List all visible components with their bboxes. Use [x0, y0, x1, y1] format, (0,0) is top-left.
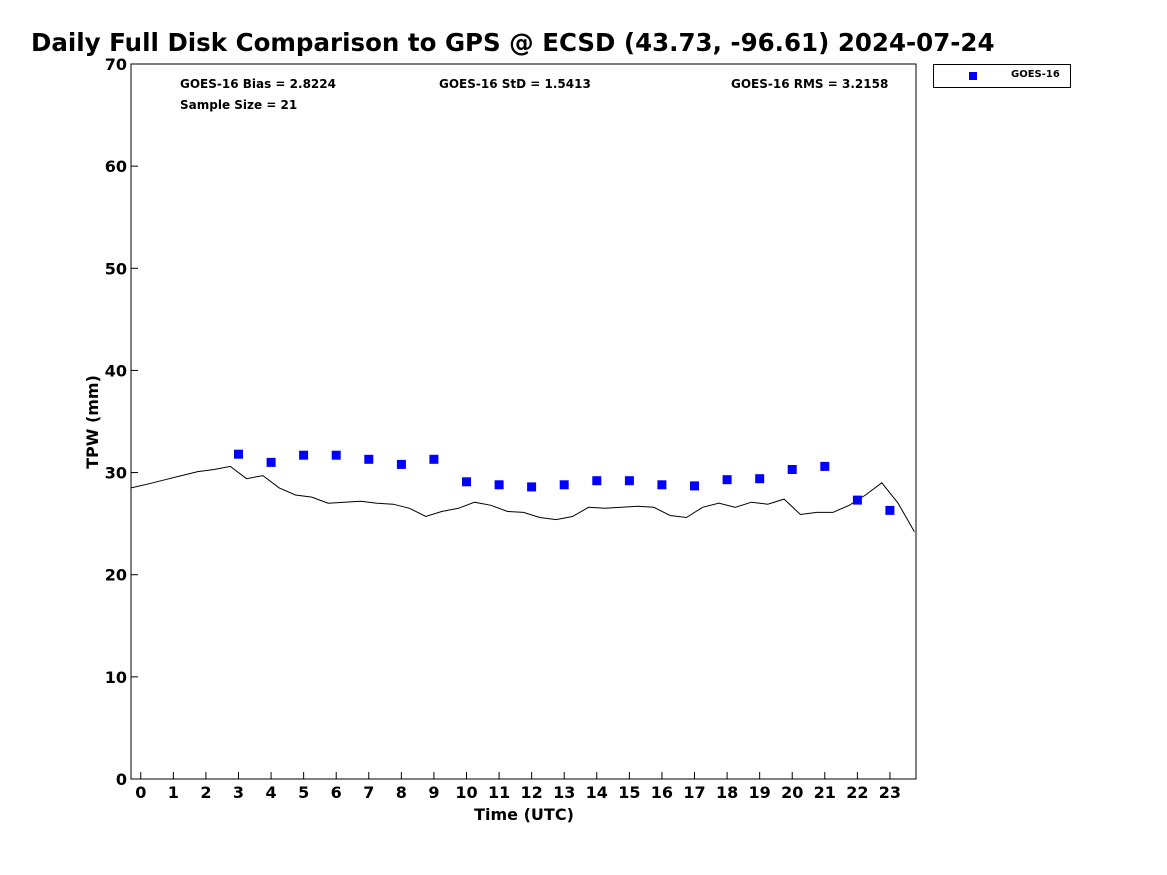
x-tick-label: 13: [553, 783, 575, 802]
gps-line-layer: [130, 465, 915, 533]
x-tick-label: 3: [233, 783, 244, 802]
x-tick-label: 11: [488, 783, 510, 802]
goes16-data-point: [364, 454, 374, 464]
goes16-data-point: [494, 480, 504, 490]
x-tick-label: 10: [455, 783, 477, 802]
goes16-data-point: [266, 457, 276, 467]
goes16-data-point: [462, 477, 471, 487]
x-tick-label: 23: [879, 783, 901, 802]
chart-title: Daily Full Disk Comparison to GPS @ ECSD…: [31, 28, 995, 57]
axes-frame: [130, 63, 917, 780]
goes16-data-point: [722, 475, 732, 485]
gps-series-line: [130, 465, 915, 533]
y-axis-label: TPW (mm): [83, 375, 102, 469]
x-tick-label: 2: [200, 783, 211, 802]
goes16-data-point: [429, 454, 439, 464]
goes16-data-point: [690, 481, 699, 491]
y-axis: 0 10 20 30 40 50 60 70: [105, 55, 138, 789]
x-tick-label: 15: [618, 783, 640, 802]
y-tick-label: 20: [105, 566, 127, 585]
goes16-data-point: [559, 480, 569, 490]
x-tick-label: 16: [651, 783, 673, 802]
goes16-data-point: [852, 495, 862, 505]
x-tick-label: 1: [168, 783, 179, 802]
x-tick-label: 21: [814, 783, 836, 802]
legend: GOES-16: [933, 64, 1071, 88]
goes16-data-point: [396, 459, 406, 469]
goes16-data-point: [820, 461, 830, 471]
goes16-data-point: [592, 476, 602, 486]
legend-label: GOES-16: [1011, 69, 1060, 80]
x-tick-label: 6: [331, 783, 342, 802]
x-tick-label: 4: [265, 783, 276, 802]
x-axis-label: Time (UTC): [474, 805, 574, 824]
x-tick-label: 0: [135, 783, 146, 802]
y-tick-label: 40: [105, 361, 127, 380]
legend-marker-square-icon: [969, 72, 977, 80]
x-tick-label: 8: [396, 783, 407, 802]
x-tick-label: 9: [428, 783, 439, 802]
x-axis: 0 1 2 3 4 5 6 7 8 9 10 11 12 13 14 15 16 17 18 19 20 21 22 23: [135, 772, 901, 802]
x-tick-label: 20: [781, 783, 803, 802]
goes16-data-point: [787, 465, 797, 474]
std-stat: GOES-16 StD = 1.5413: [439, 77, 591, 91]
x-tick-label: 5: [298, 783, 309, 802]
x-tick-label: 18: [716, 783, 738, 802]
y-tick-label: 30: [105, 464, 127, 483]
y-tick-label: 70: [105, 55, 127, 74]
rms-stat: GOES-16 RMS = 3.2158: [731, 77, 889, 91]
goes16-data-point: [657, 480, 667, 490]
x-tick-label: 7: [363, 783, 374, 802]
goes16-data-point: [299, 450, 309, 460]
goes16-data-point: [234, 449, 243, 459]
goes16-data-point: [527, 482, 537, 492]
y-tick-label: 10: [105, 668, 127, 687]
x-tick-label: 22: [846, 783, 868, 802]
y-tick-label: 60: [105, 157, 127, 176]
y-tick-label: 50: [105, 259, 127, 278]
goes16-data-point: [331, 450, 341, 460]
bias-stat: GOES-16 Bias = 2.8224: [180, 77, 336, 91]
sample-size-stat: Sample Size = 21: [180, 98, 298, 112]
goes16-data-point: [885, 505, 895, 515]
x-tick-label: 17: [683, 783, 705, 802]
goes16-data-point: [755, 474, 765, 484]
goes16-points-layer: [234, 449, 895, 515]
goes16-data-point: [624, 476, 634, 486]
x-tick-label: 14: [586, 783, 608, 802]
x-tick-label: 12: [521, 783, 543, 802]
x-tick-label: 19: [749, 783, 771, 802]
y-tick-label: 0: [116, 770, 127, 789]
